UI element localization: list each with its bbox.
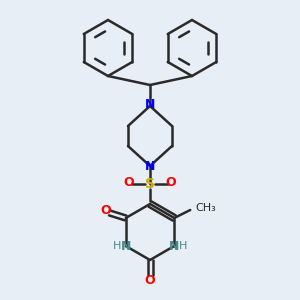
Text: O: O bbox=[100, 205, 111, 218]
Text: N: N bbox=[145, 98, 155, 112]
Text: H: H bbox=[179, 241, 188, 251]
Text: O: O bbox=[145, 274, 155, 286]
Text: O: O bbox=[166, 176, 176, 190]
Text: CH₃: CH₃ bbox=[195, 203, 216, 213]
Text: N: N bbox=[145, 160, 155, 173]
Text: N: N bbox=[169, 239, 179, 253]
Text: N: N bbox=[121, 239, 131, 253]
Text: S: S bbox=[145, 177, 155, 191]
Text: H: H bbox=[112, 241, 121, 251]
Text: O: O bbox=[124, 176, 134, 190]
